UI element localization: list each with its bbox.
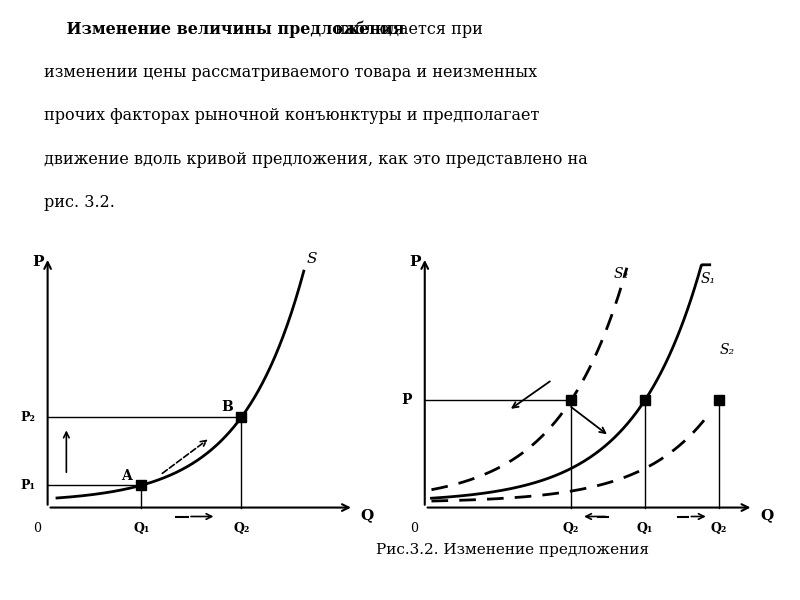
Text: P: P (409, 254, 421, 269)
Text: Q: Q (760, 508, 774, 522)
Text: B: B (221, 400, 233, 414)
Text: 0: 0 (410, 521, 418, 535)
Text: P: P (33, 254, 44, 269)
Text: P₁: P₁ (20, 479, 35, 492)
Text: Рис.3.2. Изменение предложения: Рис.3.2. Изменение предложения (375, 543, 649, 557)
Text: прочих факторах рыночной конъюнктуры и предполагает: прочих факторах рыночной конъюнктуры и п… (44, 107, 539, 124)
Text: изменении цены рассматриваемого товара и неизменных: изменении цены рассматриваемого товара и… (44, 64, 537, 81)
Text: S₁: S₁ (701, 272, 716, 286)
Text: Изменение величины предложения: Изменение величины предложения (44, 21, 404, 38)
Text: P₂: P₂ (20, 411, 35, 424)
Text: A: A (121, 469, 132, 483)
Text: S₂: S₂ (720, 343, 735, 357)
Text: Q₂: Q₂ (710, 521, 727, 535)
Text: Q₁: Q₁ (133, 521, 150, 535)
Text: Q: Q (360, 508, 374, 522)
Text: Q₂: Q₂ (233, 521, 250, 535)
Text: Q₂: Q₂ (563, 521, 579, 535)
Text: 0: 0 (34, 521, 42, 535)
Text: S₂: S₂ (614, 266, 629, 281)
Text: движение вдоль кривой предложения, как это представлено на: движение вдоль кривой предложения, как э… (44, 151, 588, 167)
Text: Q₁: Q₁ (637, 521, 653, 535)
Text: P: P (401, 393, 411, 407)
Text: наблюдается при: наблюдается при (330, 21, 482, 38)
Text: S: S (307, 253, 318, 266)
Text: рис. 3.2.: рис. 3.2. (44, 194, 115, 211)
